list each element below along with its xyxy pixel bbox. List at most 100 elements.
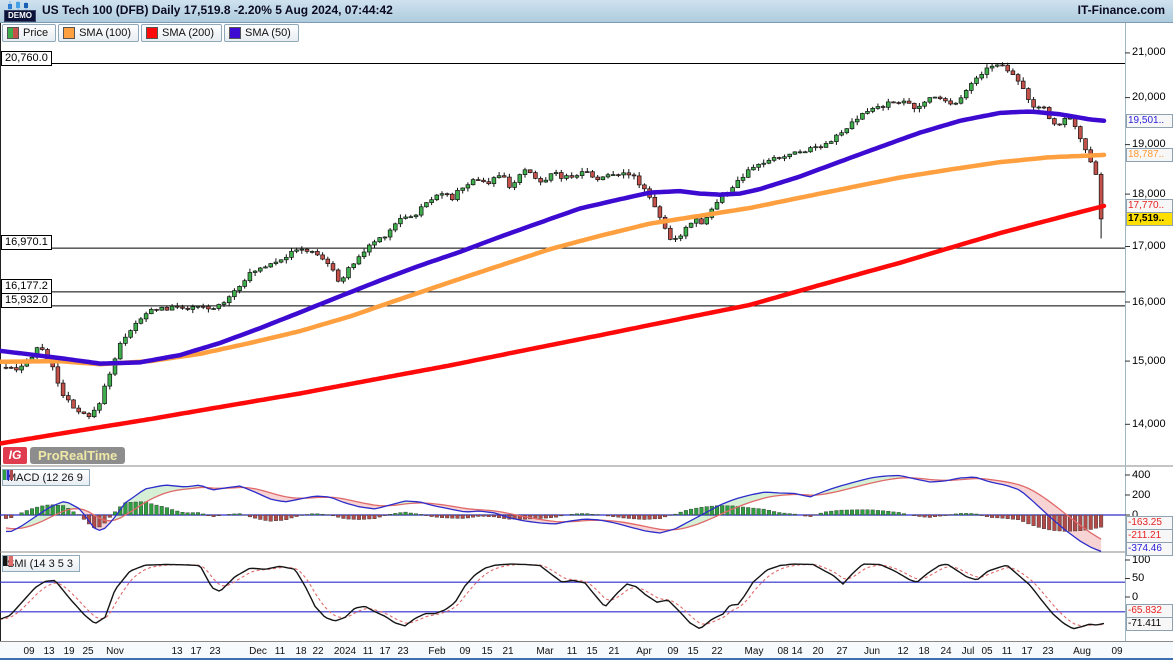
price-axis-tick: 18,000	[1132, 187, 1166, 200]
sma-swatch-icon	[63, 27, 76, 39]
platform-logo-icon	[8, 1, 28, 10]
x-axis-label: 13	[171, 646, 183, 657]
x-axis-label: Jul	[961, 646, 975, 657]
x-axis-label: 09	[667, 646, 679, 657]
x-axis-strip[interactable]	[0, 641, 1173, 659]
x-axis-label: Nov	[106, 646, 124, 657]
smi-indicator-chip[interactable]: SMI (14 3 5 3	[2, 555, 81, 572]
macd-axis-tick: 400	[1132, 468, 1151, 481]
x-axis-label: 23	[209, 646, 221, 657]
price-axis-tick: 20,000	[1132, 91, 1166, 104]
level-label[interactable]: 16,177.2	[1, 278, 52, 294]
x-axis-label: 05	[981, 646, 993, 657]
x-axis-label: 11	[1001, 646, 1013, 657]
legend-bar: Price SMA (100) SMA (200) SMA (50)	[2, 24, 299, 42]
x-axis-label: 17	[190, 646, 202, 657]
x-axis-label: 14	[791, 646, 803, 657]
x-axis-label: Dec	[249, 646, 267, 657]
macd-value-tag: -163.25	[1126, 515, 1173, 530]
ig-logo-icon: IG	[3, 447, 27, 464]
legend-chip-price[interactable]: Price	[2, 24, 57, 42]
x-axis-label: 09	[23, 646, 35, 657]
x-axis-label: Feb	[428, 646, 446, 657]
x-axis-label: 11	[274, 646, 286, 657]
sma-swatch-icon	[146, 27, 159, 39]
x-axis-label: 15	[586, 646, 598, 657]
price-axis-tick: 14,000	[1132, 417, 1166, 430]
x-axis-label: 19	[63, 646, 75, 657]
x-axis-label: Jun	[863, 646, 881, 657]
smi-label: SMI (14 3 5 3	[7, 557, 74, 570]
x-axis-label: 09	[1111, 646, 1123, 657]
title-bar: DEMO US Tech 100 (DFB) Daily 17,519.8 -2…	[0, 0, 1173, 23]
level-label[interactable]: 16,970.1	[1, 235, 52, 251]
x-axis-label: 21	[502, 646, 514, 657]
sma-swatch-icon	[229, 27, 241, 39]
smi-axis-tick: 50	[1132, 572, 1145, 584]
price-axis-tick: 15,000	[1132, 354, 1166, 367]
macd-axis-tick: 0	[1132, 508, 1139, 521]
x-axis-label: 13	[43, 646, 55, 657]
x-axis-label: 12	[897, 646, 909, 657]
x-axis-label: 17	[1021, 646, 1033, 657]
x-axis-label: 20	[812, 646, 824, 657]
x-axis-label: Aug	[1073, 646, 1091, 657]
x-axis-label: 23	[397, 646, 409, 657]
x-axis-label: 18	[295, 646, 307, 657]
x-axis-label: May	[744, 646, 764, 657]
x-axis-label: 27	[836, 646, 848, 657]
price-tag: 17,519..	[1126, 212, 1173, 227]
smi-axis-tick: 100	[1132, 553, 1151, 566]
price-axis-tick: 17,000	[1132, 240, 1166, 252]
legend-label: SMA (200)	[162, 27, 214, 39]
x-axis-label: 22	[711, 646, 723, 657]
price-axis-tick: 21,000	[1132, 46, 1166, 59]
macd-value-tag: -374.46	[1126, 541, 1173, 556]
macd-axis-tick: 200	[1132, 488, 1151, 501]
smi-axis-tick: 0	[1132, 590, 1139, 603]
price-tag: 18,787..	[1126, 148, 1173, 163]
prorealtime-logo: ProRealTime	[30, 447, 126, 464]
watermark: IG ProRealTime	[3, 447, 126, 464]
x-axis-label: 09	[459, 646, 471, 657]
x-axis-label: 17	[379, 646, 391, 657]
macd-indicator-chip[interactable]: MACD (12 26 9	[2, 469, 90, 486]
legend-chip-sma-50-[interactable]: SMA (50)	[224, 24, 299, 42]
demo-badge: DEMO	[4, 10, 36, 22]
price-tag: 19,501..	[1126, 114, 1173, 129]
smi-value-tag: -71.411	[1126, 616, 1173, 631]
price-tag: 17,770..	[1126, 199, 1173, 214]
brand-label: IT-Finance.com	[1077, 3, 1165, 17]
x-axis-label: 23	[1042, 646, 1054, 657]
x-axis-label: 11	[362, 646, 374, 657]
bottom-border	[0, 658, 1173, 660]
macd-value-tag: -211.21	[1126, 528, 1173, 543]
chart-title: US Tech 100 (DFB) Daily 17,519.8 -2.20% …	[42, 3, 393, 17]
macd-icon	[3, 470, 13, 480]
x-axis-label: 2024	[333, 646, 357, 657]
x-axis-label: 25	[82, 646, 94, 657]
macd-label: MACD (12 26 9	[7, 471, 83, 484]
legend-chip-sma-100-[interactable]: SMA (100)	[58, 24, 140, 42]
x-axis-label: 21	[608, 646, 620, 657]
x-axis-label: 24	[940, 646, 952, 657]
x-axis-label: 18	[918, 646, 930, 657]
price-axis-tick: 19,000	[1132, 138, 1166, 151]
level-label[interactable]: 15,932.0	[1, 292, 52, 308]
x-axis-label: 15	[481, 646, 493, 657]
legend-label: Price	[23, 27, 49, 39]
x-axis-label: 11	[566, 646, 578, 657]
smi-icon	[3, 556, 13, 566]
level-label[interactable]: 20,760.0	[1, 50, 52, 66]
x-axis-label: Mar	[536, 646, 554, 657]
x-axis-label: Apr	[636, 646, 652, 657]
smi-value-tag: -65.832	[1126, 603, 1173, 618]
x-axis-label: 22	[312, 646, 324, 657]
price-axis-tick: 16,000	[1132, 295, 1166, 308]
legend-chip-sma-200-[interactable]: SMA (200)	[141, 24, 222, 42]
legend-label: SMA (50)	[245, 27, 291, 39]
x-axis-label: 15	[687, 646, 699, 657]
candle-icon	[7, 27, 19, 39]
